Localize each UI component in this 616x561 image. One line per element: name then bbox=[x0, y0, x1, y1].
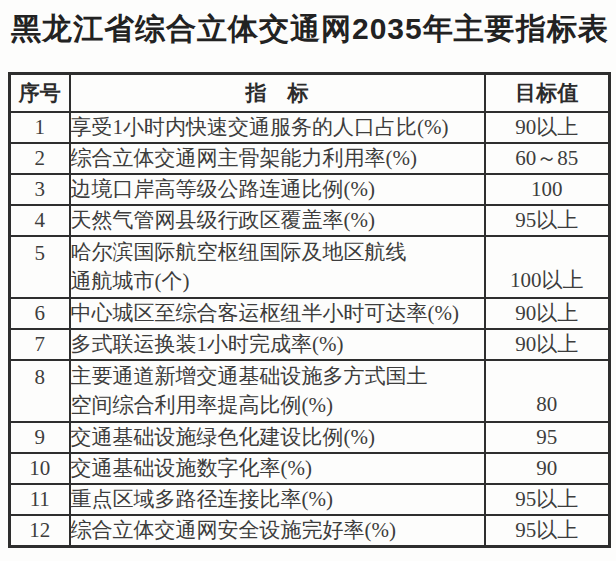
indicator-table-body: 1享受1小时内快速交通服务的人口占比(%)90以上2综合立体交通网主骨架能力利用… bbox=[10, 112, 610, 547]
cell-index: 8 bbox=[10, 360, 70, 422]
table-row: 9交通基础设施绿色化建设比例(%)95 bbox=[10, 422, 610, 453]
table-row: 12综合立体交通网安全设施完好率(%)95以上 bbox=[10, 515, 610, 547]
cell-target: 95以上 bbox=[485, 484, 610, 515]
cell-target: 95以上 bbox=[485, 515, 610, 547]
cell-indicator: 享受1小时内快速交通服务的人口占比(%) bbox=[70, 112, 485, 143]
table-row: 8主要通道新增交通基础设施多方式国土 空间综合利用率提高比例(%)80 bbox=[10, 360, 610, 422]
cell-indicator: 主要通道新增交通基础设施多方式国土 空间综合利用率提高比例(%) bbox=[70, 360, 485, 422]
cell-index: 9 bbox=[10, 422, 70, 453]
cell-indicator: 交通基础设施数字化率(%) bbox=[70, 453, 485, 484]
cell-indicator: 天然气管网县级行政区覆盖率(%) bbox=[70, 205, 485, 236]
header-indicator: 指 标 bbox=[70, 74, 485, 113]
cell-indicator: 中心城区至综合客运枢纽半小时可达率(%) bbox=[70, 298, 485, 329]
table-row: 5哈尔滨国际航空枢纽国际及地区航线 通航城市(个)100以上 bbox=[10, 236, 610, 298]
header-target: 目标值 bbox=[485, 74, 610, 113]
cell-target: 90以上 bbox=[485, 298, 610, 329]
cell-index: 3 bbox=[10, 174, 70, 205]
cell-target: 80 bbox=[485, 360, 610, 422]
cell-index: 11 bbox=[10, 484, 70, 515]
cell-target: 100以上 bbox=[485, 236, 610, 298]
table-row: 2综合立体交通网主骨架能力利用率(%)60～85 bbox=[10, 143, 610, 174]
cell-target: 90以上 bbox=[485, 329, 610, 360]
cell-indicator: 交通基础设施绿色化建设比例(%) bbox=[70, 422, 485, 453]
table-row: 3边境口岸高等级公路连通比例(%)100 bbox=[10, 174, 610, 205]
cell-index: 6 bbox=[10, 298, 70, 329]
cell-target: 90以上 bbox=[485, 112, 610, 143]
table-row: 11重点区域多路径连接比率(%)95以上 bbox=[10, 484, 610, 515]
indicator-table: 序号 指 标 目标值 1享受1小时内快速交通服务的人口占比(%)90以上2综合立… bbox=[8, 72, 611, 548]
cell-target: 100 bbox=[485, 174, 610, 205]
cell-index: 10 bbox=[10, 453, 70, 484]
page-title: 黑龙江省综合立体交通网2035年主要指标表 bbox=[11, 9, 607, 50]
cell-index: 4 bbox=[10, 205, 70, 236]
cell-indicator: 综合立体交通网主骨架能力利用率(%) bbox=[70, 143, 485, 174]
cell-index: 7 bbox=[10, 329, 70, 360]
header-index: 序号 bbox=[10, 74, 70, 113]
cell-indicator: 多式联运换装1小时完成率(%) bbox=[70, 329, 485, 360]
cell-indicator: 重点区域多路径连接比率(%) bbox=[70, 484, 485, 515]
cell-index: 5 bbox=[10, 236, 70, 298]
cell-index: 2 bbox=[10, 143, 70, 174]
cell-index: 12 bbox=[10, 515, 70, 547]
cell-target: 90 bbox=[485, 453, 610, 484]
cell-indicator: 综合立体交通网安全设施完好率(%) bbox=[70, 515, 485, 547]
cell-target: 60～85 bbox=[485, 143, 610, 174]
table-row: 7多式联运换装1小时完成率(%)90以上 bbox=[10, 329, 610, 360]
cell-indicator: 哈尔滨国际航空枢纽国际及地区航线 通航城市(个) bbox=[70, 236, 485, 298]
table-row: 1享受1小时内快速交通服务的人口占比(%)90以上 bbox=[10, 112, 610, 143]
table-row: 6中心城区至综合客运枢纽半小时可达率(%)90以上 bbox=[10, 298, 610, 329]
header-row: 序号 指 标 目标值 bbox=[10, 74, 610, 113]
cell-index: 1 bbox=[10, 112, 70, 143]
cell-target: 95 bbox=[485, 422, 610, 453]
table-row: 4天然气管网县级行政区覆盖率(%)95以上 bbox=[10, 205, 610, 236]
cell-target: 95以上 bbox=[485, 205, 610, 236]
cell-indicator: 边境口岸高等级公路连通比例(%) bbox=[70, 174, 485, 205]
table-row: 10交通基础设施数字化率(%)90 bbox=[10, 453, 610, 484]
indicator-table-header: 序号 指 标 目标值 bbox=[10, 74, 610, 113]
